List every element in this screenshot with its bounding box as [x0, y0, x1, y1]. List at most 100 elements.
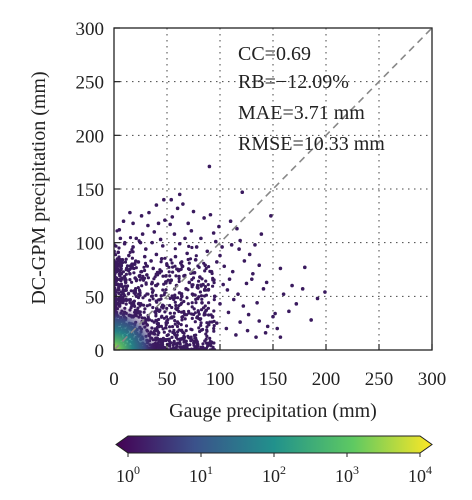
data-point [235, 226, 239, 231]
data-point [175, 206, 180, 211]
stat-rmse: RMSE=10.33 mm [238, 133, 385, 155]
data-point [191, 209, 196, 214]
data-point [152, 230, 157, 234]
data-point [124, 299, 129, 303]
data-point [114, 275, 118, 280]
data-point [150, 290, 155, 294]
data-point [155, 300, 159, 304]
data-point [234, 333, 238, 337]
data-point [192, 312, 196, 317]
data-point [119, 277, 124, 281]
data-point [134, 290, 138, 295]
data-point [180, 318, 184, 322]
data-point [212, 329, 216, 333]
data-point [172, 297, 176, 302]
data-point [170, 261, 174, 265]
data-point [205, 325, 209, 329]
data-point [121, 219, 126, 223]
data-point [195, 345, 199, 349]
data-point [230, 269, 235, 274]
data-point [208, 336, 212, 340]
stat-cc: CC=0.69 [238, 43, 311, 65]
data-point [131, 245, 135, 249]
data-point [174, 335, 178, 339]
data-point [185, 251, 189, 256]
colorbar-gradient [115, 435, 433, 454]
data-point [180, 265, 184, 269]
data-point [178, 261, 183, 265]
data-point [323, 290, 327, 294]
data-point [168, 222, 172, 227]
data-point [264, 280, 269, 285]
colorbar-tick-label: 104 [408, 463, 432, 486]
data-point [139, 214, 144, 218]
data-point [129, 289, 133, 293]
data-point [193, 293, 197, 297]
data-point [173, 319, 177, 323]
data-point [162, 330, 166, 334]
data-point [200, 300, 204, 305]
data-point [138, 293, 142, 297]
data-point [121, 270, 125, 274]
data-point [116, 301, 120, 305]
data-point [156, 221, 161, 226]
data-point [173, 300, 177, 304]
data-point [173, 264, 177, 268]
data-point [195, 296, 200, 301]
data-point [237, 247, 241, 251]
data-point [176, 296, 180, 300]
data-point [206, 283, 210, 287]
data-point [169, 278, 174, 283]
data-point [173, 254, 178, 259]
data-point [128, 271, 132, 276]
data-point [215, 321, 219, 325]
data-point [275, 326, 280, 331]
data-point [211, 345, 215, 349]
data-point [202, 216, 206, 220]
data-point [203, 339, 207, 343]
data-point [172, 311, 176, 315]
data-point [139, 269, 144, 274]
data-point [251, 271, 255, 276]
data-point [207, 301, 211, 305]
data-point [222, 264, 227, 269]
data-point [212, 326, 216, 331]
data-point [212, 341, 216, 345]
data-point [206, 288, 211, 292]
data-point [184, 329, 188, 333]
data-point [309, 318, 313, 322]
data-point [165, 333, 169, 338]
data-point [212, 298, 216, 302]
x-tick-label: 300 [418, 369, 447, 390]
data-point [218, 302, 222, 306]
colorbar-tick-label: 103 [335, 463, 359, 486]
colorbar-tick-label: 101 [189, 463, 213, 486]
colorbar-tick-label: 100 [116, 463, 140, 486]
data-point [147, 210, 151, 215]
y-tick-label: 150 [76, 180, 105, 201]
data-point [119, 284, 123, 288]
data-point [182, 312, 186, 316]
data-point [190, 245, 194, 250]
data-point [201, 327, 205, 332]
data-point [186, 257, 190, 262]
data-point [231, 297, 236, 302]
data-point [213, 239, 218, 244]
one-to-one-reference-line [113, 27, 433, 351]
data-point [166, 318, 170, 322]
colorbar-tick-label: 102 [262, 463, 286, 486]
data-point [207, 313, 211, 317]
data-point [182, 334, 186, 338]
stat-rb: RB=−12.09% [238, 71, 349, 93]
data-point [117, 246, 121, 250]
x-tick-label: 250 [365, 369, 394, 390]
data-point [126, 284, 130, 288]
data-point [158, 237, 163, 242]
y-tick-label: 300 [76, 19, 105, 40]
data-point [208, 320, 212, 324]
data-point [245, 328, 250, 333]
data-point [204, 279, 208, 283]
data-point [146, 223, 150, 228]
data-point [207, 164, 212, 169]
data-point [139, 302, 143, 306]
